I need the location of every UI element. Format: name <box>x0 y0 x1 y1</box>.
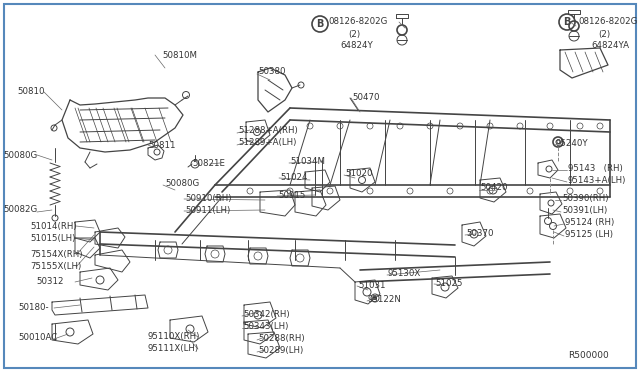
Text: (2): (2) <box>348 29 360 38</box>
Text: (2): (2) <box>598 29 610 38</box>
Text: 50380: 50380 <box>258 67 285 77</box>
Text: 50343(LH): 50343(LH) <box>243 323 289 331</box>
Text: 50080G: 50080G <box>165 179 199 187</box>
Text: 51031: 51031 <box>358 280 385 289</box>
Text: 51025: 51025 <box>435 279 463 288</box>
Text: 50288(RH): 50288(RH) <box>258 334 305 343</box>
Text: 51014(RH): 51014(RH) <box>30 221 77 231</box>
Text: 95125 (LH): 95125 (LH) <box>565 230 613 238</box>
Text: 50289(LH): 50289(LH) <box>258 346 303 356</box>
Text: 51288+A(RH): 51288+A(RH) <box>238 126 298 135</box>
Text: 50915: 50915 <box>278 190 305 199</box>
Text: 51034M: 51034M <box>290 157 325 167</box>
Text: 95124 (RH): 95124 (RH) <box>565 218 614 227</box>
Text: 51020: 51020 <box>345 170 372 179</box>
Text: 64824YA: 64824YA <box>591 42 629 51</box>
Text: 50390(RH): 50390(RH) <box>562 193 609 202</box>
Text: 51289+A(LH): 51289+A(LH) <box>238 138 296 148</box>
Text: 50810M: 50810M <box>162 51 197 60</box>
Circle shape <box>374 296 376 299</box>
Text: 50180-: 50180- <box>18 302 49 311</box>
Text: 50811: 50811 <box>148 141 175 150</box>
Text: 08126-8202G: 08126-8202G <box>578 17 637 26</box>
Text: R500000: R500000 <box>568 352 609 360</box>
Text: 95110X(RH): 95110X(RH) <box>148 331 200 340</box>
Text: 95240Y: 95240Y <box>556 140 589 148</box>
Text: B: B <box>316 19 324 29</box>
Text: 95143   (RH): 95143 (RH) <box>568 164 623 173</box>
Text: 08126-8202G: 08126-8202G <box>328 17 387 26</box>
Text: 51015(LH): 51015(LH) <box>30 234 76 243</box>
Text: 50370: 50370 <box>466 228 493 237</box>
Text: 50910(RH): 50910(RH) <box>185 195 232 203</box>
Text: 75154X(RH): 75154X(RH) <box>30 250 83 260</box>
Text: 95122N: 95122N <box>368 295 402 305</box>
Text: 75155X(LH): 75155X(LH) <box>30 263 81 272</box>
Text: 51024: 51024 <box>280 173 307 182</box>
Text: 50082G: 50082G <box>4 205 38 215</box>
Text: B: B <box>563 17 571 27</box>
Text: 50010AC: 50010AC <box>18 334 57 343</box>
Text: 50470: 50470 <box>352 93 380 103</box>
Text: 50391(LH): 50391(LH) <box>562 205 607 215</box>
Text: 95143+A(LH): 95143+A(LH) <box>568 176 627 185</box>
Text: 95111X(LH): 95111X(LH) <box>148 343 199 353</box>
Text: 95130X: 95130X <box>388 269 421 278</box>
Text: 50080G: 50080G <box>4 151 38 160</box>
Text: 50911(LH): 50911(LH) <box>185 206 230 215</box>
Text: 50420: 50420 <box>480 183 508 192</box>
Text: 50821E: 50821E <box>192 158 225 167</box>
Text: 50312: 50312 <box>36 278 63 286</box>
Text: 64824Y: 64824Y <box>340 42 372 51</box>
Text: 50342(RH): 50342(RH) <box>243 311 290 320</box>
Text: 50810: 50810 <box>17 87 45 96</box>
